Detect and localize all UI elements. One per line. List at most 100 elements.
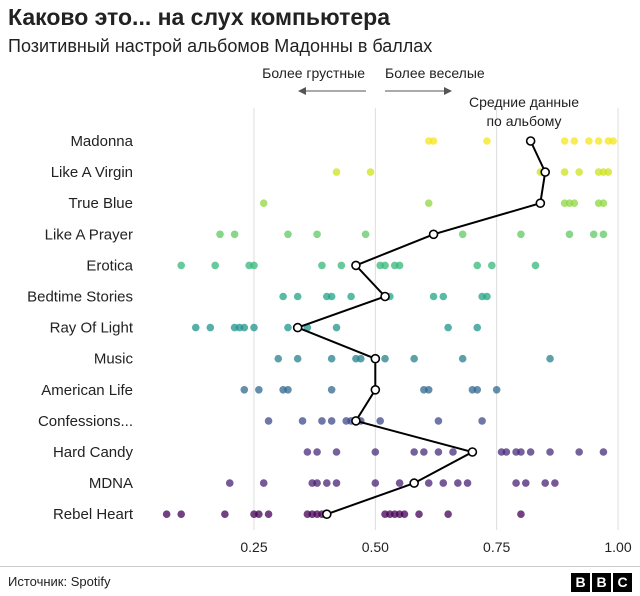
track-dot <box>284 386 292 394</box>
track-dot <box>473 386 482 394</box>
track-dot <box>371 448 380 456</box>
track-dot <box>434 448 443 456</box>
track-dot <box>541 479 549 487</box>
track-dot <box>332 323 341 332</box>
track-dot <box>216 230 224 239</box>
track-dot <box>478 417 486 425</box>
track-dot <box>259 199 268 207</box>
source-note: Источник: Spotify <box>8 574 111 589</box>
track-dot <box>570 137 579 145</box>
x-axis-ticks: 0.25 0.50 0.75 1.00 <box>240 539 631 555</box>
album-label: Madonna <box>70 133 133 150</box>
x-tick-label: 1.00 <box>604 539 631 555</box>
track-dot <box>473 323 482 332</box>
track-dot <box>303 448 312 456</box>
track-dot <box>327 386 336 394</box>
track-dot <box>255 510 263 518</box>
track-dot <box>177 510 185 518</box>
chart-subtitle: Позитивный настрой альбомов Мадонны в ба… <box>8 36 433 56</box>
track-dot <box>284 230 292 239</box>
track-dot <box>371 479 380 487</box>
track-dot <box>264 417 273 425</box>
track-dot <box>570 199 579 207</box>
track-dot <box>444 323 452 332</box>
track-dot <box>560 168 569 176</box>
track-dots <box>162 137 617 518</box>
average-marker <box>370 353 381 364</box>
track-dot <box>356 354 365 363</box>
album-label: Hard Candy <box>53 444 134 461</box>
track-dot <box>454 479 462 487</box>
track-dot <box>594 137 603 145</box>
track-dot <box>395 479 404 487</box>
album-label: Like A Prayer <box>45 226 133 243</box>
track-dot <box>318 261 326 270</box>
track-dot <box>483 137 491 145</box>
track-dot <box>531 261 540 270</box>
track-dot <box>521 479 530 487</box>
track-dot <box>424 386 433 394</box>
track-dot <box>318 417 326 425</box>
track-dot <box>517 510 525 518</box>
track-dot <box>332 479 341 487</box>
average-markers <box>292 136 551 520</box>
track-dot <box>599 448 608 456</box>
track-dot <box>400 510 409 518</box>
track-dot <box>444 510 452 518</box>
album-label: Music <box>94 351 134 368</box>
happier-label: Более веселые <box>385 65 485 81</box>
album-labels: Madonna Like A Virgin True Blue Like A Pray… <box>27 133 134 523</box>
track-dot <box>415 510 423 518</box>
track-dot <box>284 323 292 332</box>
track-dot <box>255 386 263 394</box>
track-dot <box>502 448 511 456</box>
gridlines <box>253 108 619 530</box>
track-dot <box>458 230 467 239</box>
track-dot <box>599 199 608 207</box>
track-dot <box>420 448 428 456</box>
track-dot <box>177 261 185 270</box>
track-dot <box>347 292 355 301</box>
bbc-logo-letter: B <box>571 573 590 592</box>
track-dot <box>381 354 389 363</box>
bbc-logo-letter: C <box>613 573 632 592</box>
album-label: Bedtime Stories <box>27 289 133 306</box>
track-dot <box>575 448 583 456</box>
track-dot <box>332 168 341 176</box>
average-marker <box>370 384 381 395</box>
track-dot <box>565 230 574 239</box>
album-label: Ray Of Light <box>50 320 134 337</box>
track-dot <box>395 261 404 270</box>
track-dot <box>191 323 200 332</box>
album-label: American Life <box>41 382 133 399</box>
track-dot <box>546 354 554 363</box>
track-dot <box>259 479 268 487</box>
track-dot <box>221 510 229 518</box>
track-dot <box>313 479 321 487</box>
x-tick-label: 0.50 <box>362 539 389 555</box>
track-dot <box>492 386 501 394</box>
sadder-label: Более грустные <box>262 65 365 81</box>
track-dot <box>424 479 433 487</box>
average-marker <box>409 478 419 488</box>
happier-arrow-head <box>444 87 452 95</box>
album-label: Confessions... <box>38 413 133 430</box>
bbc-logo-letter: B <box>592 573 611 592</box>
track-dot <box>463 479 472 487</box>
track-dot <box>327 292 336 301</box>
track-dot <box>240 323 249 332</box>
album-label: MDNA <box>89 475 133 492</box>
track-dot <box>488 261 496 270</box>
track-dot <box>512 479 520 487</box>
track-dot <box>264 510 273 518</box>
average-marker <box>292 322 303 333</box>
track-dot <box>327 417 336 425</box>
track-dot <box>439 292 448 301</box>
track-dot <box>293 292 302 301</box>
track-dot <box>206 323 215 332</box>
track-dot <box>429 292 438 301</box>
track-dot <box>162 510 171 518</box>
track-dot <box>434 417 443 425</box>
chart-title: Каково это... на слух компьютера <box>8 4 391 30</box>
track-dot <box>332 448 341 456</box>
